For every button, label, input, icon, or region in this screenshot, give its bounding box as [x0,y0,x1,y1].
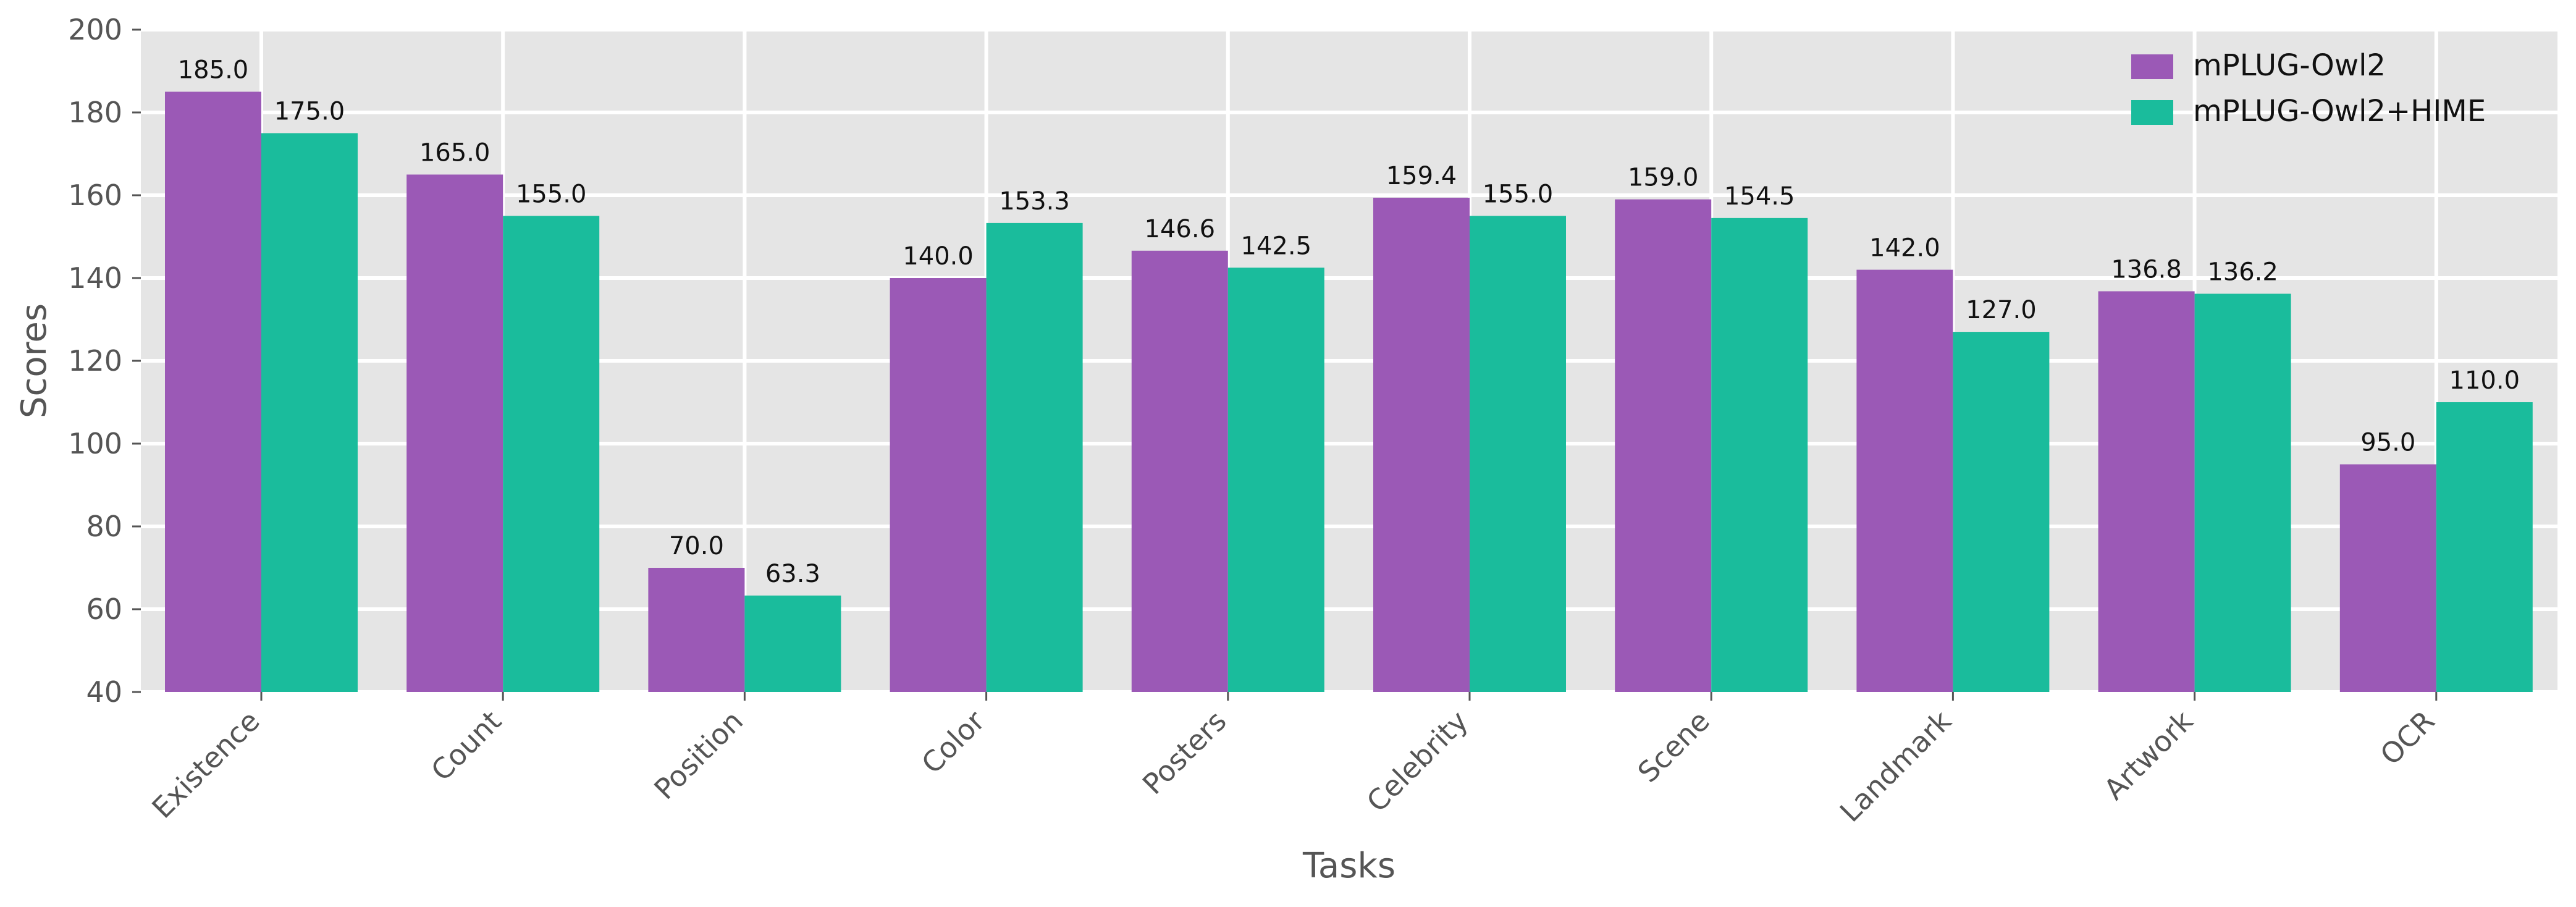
bar-mplug-owl2-position[interactable] [648,568,745,692]
bar-value-label: 159.0 [1628,164,1699,192]
x-tick-label-position: Position [647,704,749,806]
x-tick-label-existence: Existence [146,704,266,825]
bar-value-label: 110.0 [2449,366,2520,395]
bar-mplug-owl2-ocr[interactable] [2339,464,2436,693]
bar-mplug-owl2-hime-existence[interactable] [261,133,358,693]
x-tick-label-scene: Scene [1631,704,1716,789]
bar-value-label: 175.0 [274,98,345,126]
bar-mplug-owl2-count[interactable] [406,174,503,693]
bar-mplug-owl2-hime-color[interactable] [986,222,1083,692]
y-tick-label: 60 [86,593,122,626]
bar-mplug-owl2-hime-landmark[interactable] [1953,332,2050,692]
data-labels: 185.0 165.0 70.0 140.0 146.6 159.4 159.0 142.0 1… [178,56,2520,588]
y-tick-label: 140 [68,261,122,295]
x-axis-title: Tasks [1302,846,1395,886]
legend-swatch [2131,100,2173,125]
y-tick-label: 80 [86,510,122,543]
bar-value-label: 95.0 [2360,429,2415,457]
bar-value-label: 136.8 [2111,255,2182,284]
legend[interactable]: mPLUG-Owl2 mPLUG-Owl2+HIME [2131,48,2486,129]
y-tick-label: 120 [68,344,122,378]
x-tick-label-count: Count [424,704,508,788]
y-tick-label: 100 [68,427,122,460]
bar-mplug-owl2-hime-celebrity[interactable] [1470,216,1566,693]
x-tick-label-artwork: Artwork [2097,704,2200,806]
legend-swatch [2131,54,2173,79]
bar-value-label: 159.4 [1386,162,1457,190]
y-tick-label: 160 [68,179,122,212]
bar-value-label: 153.3 [999,187,1070,216]
y-tick-label: 200 [68,13,122,46]
x-tick-label-ocr: OCR [2373,704,2441,772]
bar-value-label: 127.0 [1966,296,2037,324]
bar-value-label: 155.0 [516,180,587,209]
bar-value-label: 142.5 [1241,232,1312,260]
legend-label: mPLUG-Owl2 [2193,48,2386,83]
x-tick-label-celebrity: Celebrity [1360,704,1475,819]
bar-mplug-owl2-hime-artwork[interactable] [2194,293,2291,693]
bar-mplug-owl2-scene[interactable] [1615,199,1712,692]
bar-value-label: 136.2 [2207,258,2278,286]
bar-value-label: 63.3 [765,560,820,588]
bar-mplug-owl2-posters[interactable] [1131,250,1228,692]
bar-mplug-owl2-hime-ocr[interactable] [2436,402,2533,692]
y-tick-label: 180 [68,96,122,129]
bar-value-label: 155.0 [1483,180,1554,209]
bar-mplug-owl2-color[interactable] [890,278,987,692]
bar-mplug-owl2-hime-posters[interactable] [1227,268,1324,692]
y-tick-label: 40 [86,675,122,709]
bar-value-label: 154.5 [1724,182,1795,211]
bar-mplug-owl2-hime-position[interactable] [744,595,841,692]
y-axis-title: Scores [14,303,54,418]
x-tick-label-posters: Posters [1136,704,1233,801]
legend-label: mPLUG-Owl2+HIME [2193,94,2486,129]
bar-value-label: 185.0 [178,56,249,85]
bar-mplug-owl2-hime-count[interactable] [503,216,600,693]
x-tick-label-landmark: Landmark [1833,704,1958,829]
bar-mplug-owl2-hime-scene[interactable] [1711,217,1808,693]
x-tick-label-color: Color [915,704,991,780]
bars [165,91,2533,693]
bar-value-label: 165.0 [419,139,490,167]
bar-value-label: 146.6 [1145,215,1216,243]
bar-value-label: 142.0 [1869,234,1940,263]
bar-mplug-owl2-artwork[interactable] [2098,291,2195,692]
bar-mplug-owl2-existence[interactable] [165,91,261,693]
bar-mplug-owl2-celebrity[interactable] [1373,198,1470,692]
bar-value-label: 70.0 [669,532,724,560]
bar-value-label: 140.0 [903,242,974,271]
bar-mplug-owl2-landmark[interactable] [1856,269,1953,693]
